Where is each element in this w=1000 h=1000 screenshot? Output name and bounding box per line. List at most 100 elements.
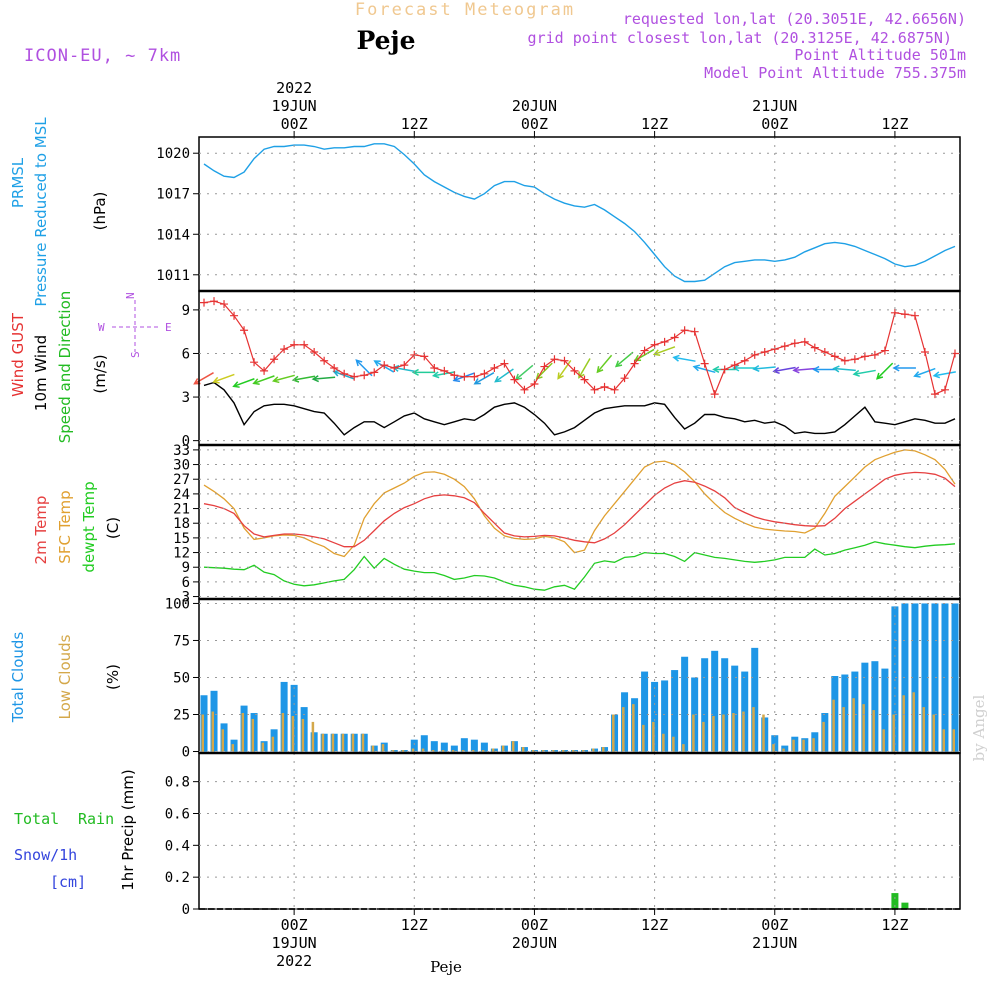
low-cloud-bar xyxy=(301,718,305,752)
wind-direction-arrow xyxy=(578,358,591,379)
low-cloud-bar xyxy=(612,714,615,752)
low-cloud-bar xyxy=(241,713,245,752)
top-year-label: 2022 xyxy=(276,79,312,97)
wind-arrow-head xyxy=(473,378,481,385)
precip-label: 1hr Precip (mm) xyxy=(119,769,137,890)
wind-direction-arrow xyxy=(494,368,514,383)
wind-arrow-head xyxy=(892,364,900,372)
ytick-label-temperature: 24 xyxy=(173,487,190,503)
low-cloud-bar xyxy=(471,750,475,752)
ytick-label-clouds: 50 xyxy=(173,670,190,686)
gust-marker xyxy=(910,311,919,320)
total-cloud-bar xyxy=(681,656,689,752)
total-cloud-bar xyxy=(591,748,599,752)
ytick-label-clouds: 100 xyxy=(165,596,190,612)
gust-marker xyxy=(380,361,389,370)
wind-direction-arrow xyxy=(672,354,696,362)
wind-arrow-head xyxy=(311,375,320,383)
low-cloud-bar xyxy=(271,736,275,752)
low-cloud-bar xyxy=(752,707,755,752)
ytick-label-wind: 0 xyxy=(182,434,190,450)
wind-direction-arrow xyxy=(652,346,676,356)
ytick-label-clouds: 75 xyxy=(173,633,190,649)
legend-snow: Snow/1h xyxy=(14,846,77,864)
bottom-year-label: 2022 xyxy=(276,952,312,970)
low-cloud-bar xyxy=(642,724,645,752)
low-cloud-bar xyxy=(882,729,885,752)
ytick-label-temperature: 15 xyxy=(173,531,190,547)
sfc-temp-line xyxy=(203,449,956,558)
wind-label: 10m Wind xyxy=(32,335,50,411)
wind-arrow-head xyxy=(271,376,280,384)
low-cloud-bar xyxy=(912,692,915,752)
wind-arrow-shaft xyxy=(914,367,936,377)
xtick-label-bottom: 12Z xyxy=(401,916,428,934)
ytick-label-temperature: 27 xyxy=(173,472,190,488)
wind-arrow-shaft xyxy=(253,375,275,385)
total-cloud-bar xyxy=(651,681,659,752)
wind-unit: (m/s) xyxy=(91,354,109,393)
wind-arrow-shaft xyxy=(596,354,613,373)
gust-marker xyxy=(280,345,289,354)
gust-marker xyxy=(500,359,509,368)
low-cloud-bar xyxy=(582,750,585,752)
low-cloud-bar xyxy=(401,750,405,752)
wind-arrow-head xyxy=(672,354,680,362)
wind-direction-arrow xyxy=(752,365,776,373)
low-cloud-bar xyxy=(762,714,765,752)
wind-arrow-shaft xyxy=(833,367,856,372)
gust-marker xyxy=(320,356,329,365)
wind-arrow-shaft xyxy=(615,351,634,367)
point-altitude: Point Altitude 501m xyxy=(794,46,966,64)
gust-marker xyxy=(300,340,309,349)
gust-marker xyxy=(570,366,579,375)
ytick-label-precip: 0.2 xyxy=(165,870,190,886)
low-cloud-bar xyxy=(521,747,525,752)
low-cloud-bar xyxy=(461,750,465,752)
total-cloud-bar xyxy=(420,735,428,752)
ytick-label-wind: 6 xyxy=(182,346,190,362)
gust-marker xyxy=(370,368,379,377)
gust-marker xyxy=(770,345,779,354)
xtick-label-bottom: 12Z xyxy=(881,916,908,934)
low-cloud-bar xyxy=(732,713,735,752)
low-cloud-bar xyxy=(932,714,935,752)
wind-arrow-head xyxy=(932,371,941,379)
low-cloud-bar xyxy=(381,744,385,752)
watermark: by Angel xyxy=(970,694,988,761)
gust-marker xyxy=(810,343,819,352)
wind-arrow-head xyxy=(557,372,564,380)
gust-marker xyxy=(740,356,749,365)
legend-total: Total xyxy=(14,810,59,828)
gust-marker xyxy=(590,385,599,394)
compass-w: W xyxy=(98,321,105,334)
wind-direction-arrow xyxy=(892,364,916,372)
model-label: ICON-EU, ~ 7km xyxy=(24,46,181,66)
total-cloud-bar xyxy=(911,603,919,752)
low-cloud-bar xyxy=(441,750,445,752)
ytick-label-precip: 0.4 xyxy=(165,838,190,854)
dewpt-label: dewpt Temp xyxy=(80,481,98,572)
low-cloud-bar xyxy=(551,750,555,752)
totalcloud-label: Total Clouds xyxy=(9,632,27,724)
wind-arrow-head xyxy=(712,365,720,373)
xtick-label-bottom: 12Z xyxy=(641,916,668,934)
pressure-unit: (hPa) xyxy=(91,192,109,231)
total-cloud-bar xyxy=(701,658,709,752)
total-cloud-bar xyxy=(751,647,759,752)
model-altitude: Model Point Altitude 755.375m xyxy=(704,64,966,82)
xtick-label-top: 00Z xyxy=(281,115,308,133)
gust-marker xyxy=(390,364,399,372)
total-cloud-bar xyxy=(731,665,739,752)
wind-arrow-head xyxy=(411,368,419,376)
ytick-label-pressure: 1017 xyxy=(156,187,190,203)
gust-marker xyxy=(700,359,709,368)
low-cloud-bar xyxy=(571,750,575,752)
low-cloud-bar xyxy=(481,750,485,752)
wind-arrow-shaft xyxy=(578,358,591,378)
wind-direction-arrow xyxy=(692,364,716,374)
low-cloud-bar xyxy=(201,714,205,752)
low-cloud-bar xyxy=(291,715,295,752)
gust-marker xyxy=(530,379,539,388)
gust-marker xyxy=(820,348,829,357)
